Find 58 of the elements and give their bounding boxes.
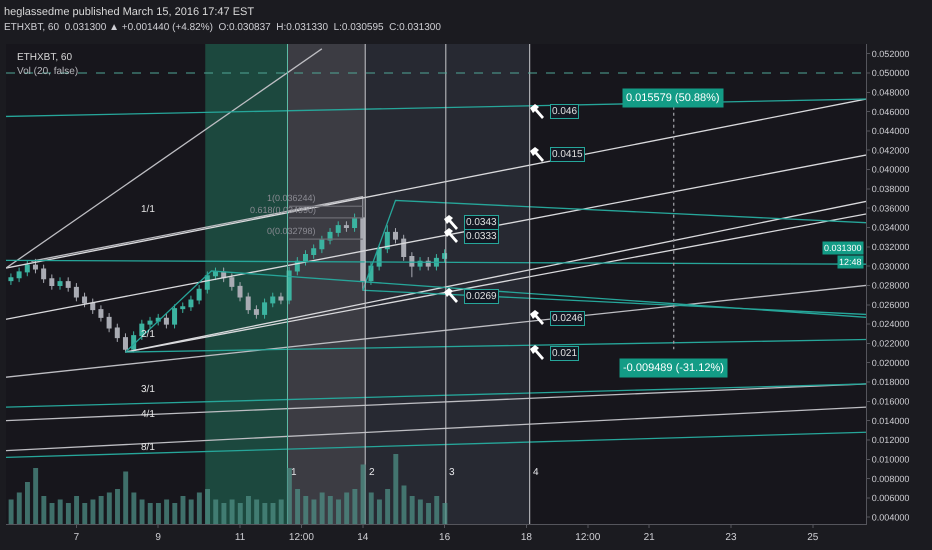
annotation: 0.0415	[552, 149, 584, 160]
x-tick-label: 12:00	[288, 532, 314, 543]
annotation: 0.046	[552, 106, 578, 117]
x-tick-label: 21	[644, 532, 656, 543]
annotation: 1	[291, 467, 297, 478]
x-tick-label: 25	[807, 532, 819, 543]
y-tick-label: 0.008000	[872, 474, 910, 484]
annotation: 3	[449, 467, 455, 478]
x-tick-label: 9	[155, 532, 162, 543]
y-tick-label: 0.032000	[872, 242, 910, 252]
annotation: 12:48	[839, 257, 862, 267]
y-tick-label: 0.010000	[872, 454, 910, 464]
annotation: 0.021	[552, 348, 578, 359]
y-tick-label: 0.044000	[872, 126, 910, 136]
y-tick-label: 0.006000	[872, 493, 910, 504]
annotation: 8/1	[141, 442, 156, 453]
x-tick-label: 11	[234, 532, 246, 543]
annotation: 2	[369, 467, 375, 478]
y-tick-label: 0.016000	[872, 396, 910, 406]
annotation: 1/1	[141, 204, 156, 215]
annotation: 4	[533, 467, 539, 478]
y-tick-label: 0.026000	[872, 300, 910, 310]
annotation: 0.0246	[552, 313, 584, 324]
y-tick-label: 0.036000	[872, 203, 910, 214]
y-tick-label: 0.048000	[872, 87, 910, 98]
y-tick-label: 0.012000	[872, 435, 910, 446]
y-tick-label: 0.038000	[872, 184, 910, 194]
annotation: 0.0343	[466, 217, 498, 228]
x-tick-label: 7	[74, 532, 80, 543]
text: ETHXBT, 60 0.031300 ▲ +0.001440 (+4.82%) O:0.030837 H:0.031330 L:0.030595 C:0.031300	[4, 22, 442, 33]
x-tick-label: 16	[439, 532, 451, 543]
y-tick-label: 0.022000	[872, 338, 910, 349]
y-tick-label: 0.040000	[872, 164, 910, 175]
annotation: 0.0333	[466, 231, 498, 242]
x-tick-label: 12:00	[575, 532, 601, 543]
x-tick-label: 23	[725, 532, 737, 543]
y-tick-label: 0.024000	[872, 319, 910, 330]
annotation: Vol (20, false)	[17, 66, 78, 77]
y-tick-label: 0.028000	[872, 280, 910, 291]
y-tick-label: 0.050000	[872, 68, 910, 78]
y-tick-label: 0.042000	[872, 145, 910, 156]
text: heglassedme published March 15, 2016 17:47 EST	[4, 6, 254, 18]
annotation: 0.0269	[466, 291, 498, 302]
y-tick-label: 0.034000	[872, 222, 910, 233]
y-tick-label: 0.004000	[872, 512, 910, 522]
y-tick-label: 0.030000	[872, 261, 910, 272]
y-tick-label: 0.018000	[872, 377, 910, 388]
annotation: 0.031300	[824, 243, 862, 253]
annotation: -0.009489 (-31.12%)	[623, 362, 724, 374]
annotation: 3/1	[141, 384, 156, 395]
annotation: 0.015579 (50.88%)	[626, 92, 720, 104]
y-tick-label: 0.014000	[872, 416, 910, 426]
y-tick-label: 0.020000	[872, 358, 910, 368]
x-tick-label: 18	[520, 532, 532, 543]
y-tick-label: 0.052000	[872, 48, 910, 59]
x-tick-label: 14	[357, 532, 369, 543]
annotation: ETHXBT, 60	[17, 52, 72, 63]
y-tick-label: 0.046000	[872, 106, 910, 117]
